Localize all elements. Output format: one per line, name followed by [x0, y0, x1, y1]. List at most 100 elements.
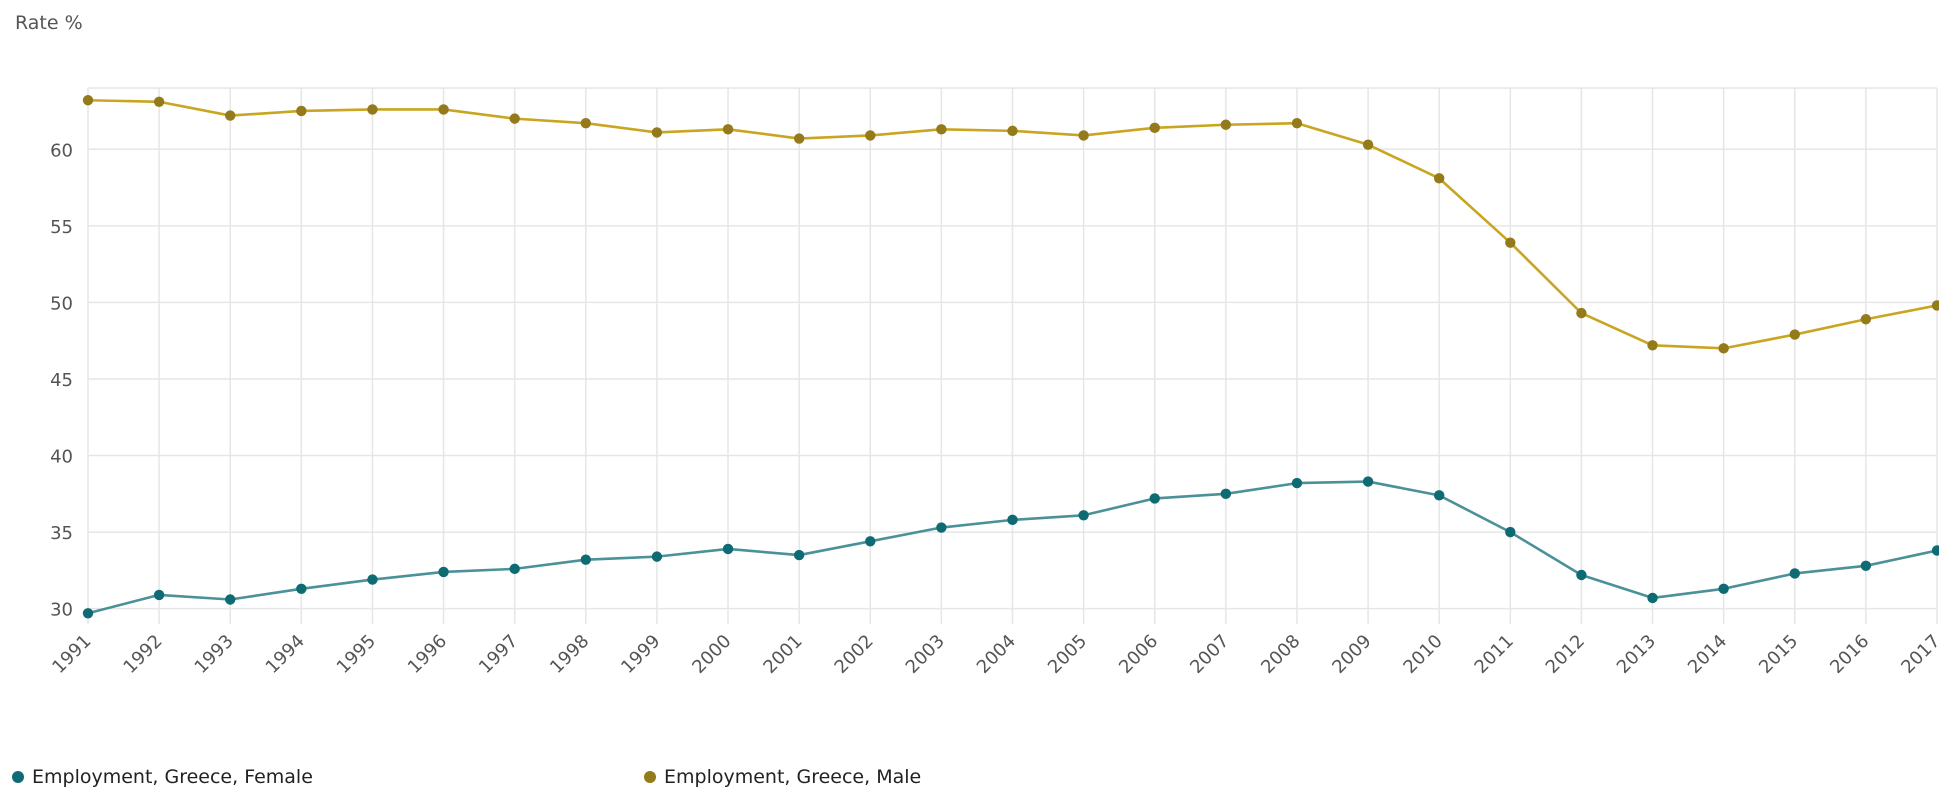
data-point	[367, 104, 378, 115]
x-tick-label: 2017	[1897, 631, 1939, 678]
data-point	[651, 127, 663, 138]
data-point	[580, 554, 592, 565]
x-tick-label: 1993	[191, 631, 238, 678]
data-point	[1007, 514, 1018, 526]
data-point	[793, 133, 805, 144]
x-tick-label: 2012	[1542, 631, 1589, 678]
data-point	[1789, 329, 1800, 340]
data-point	[1647, 592, 1658, 604]
data-point	[1789, 568, 1800, 579]
data-point	[793, 549, 805, 561]
x-tick-label: 2000	[688, 631, 735, 678]
x-tick-label: 1991	[48, 631, 95, 678]
data-point	[1291, 477, 1303, 489]
data-point	[1220, 488, 1232, 500]
legend-marker-female	[12, 771, 24, 783]
data-point	[651, 551, 663, 562]
data-point	[1362, 139, 1374, 150]
x-tick-label: 2011	[1471, 631, 1518, 678]
data-point	[1505, 526, 1516, 538]
y-tick-label: 35	[50, 523, 73, 544]
x-tick-label: 1997	[475, 631, 522, 678]
x-tick-label: 2005	[1044, 631, 1091, 678]
x-tick-label: 1999	[617, 631, 664, 678]
x-tick-label: 2015	[1755, 631, 1802, 678]
x-tick-label: 2004	[973, 631, 1020, 678]
y-tick-label: 40	[50, 447, 73, 468]
data-point	[1362, 476, 1374, 487]
data-point	[865, 536, 876, 547]
data-point	[225, 594, 236, 605]
data-point	[936, 522, 947, 533]
data-point	[296, 583, 307, 594]
y-tick-label: 50	[50, 293, 73, 314]
data-point	[82, 608, 94, 619]
data-point	[1433, 173, 1445, 184]
y-tick-label: 55	[50, 217, 73, 238]
data-point	[1078, 130, 1089, 141]
data-point	[722, 543, 734, 555]
data-point	[1149, 493, 1160, 504]
y-tick-label: 30	[50, 600, 73, 621]
x-tick-label: 2007	[1186, 631, 1233, 678]
series-male	[82, 95, 1939, 354]
data-point	[296, 105, 307, 117]
data-point	[1718, 343, 1729, 354]
data-point	[1576, 307, 1587, 319]
x-tick-label: 2003	[902, 631, 949, 678]
data-point	[1078, 510, 1089, 521]
x-tick-label: 2016	[1826, 631, 1873, 678]
data-point	[1291, 118, 1303, 129]
x-tick-label: 2008	[1257, 631, 1304, 678]
data-point	[438, 104, 449, 115]
x-tick-label: 2009	[1328, 631, 1375, 678]
y-tick-label: 45	[50, 370, 73, 391]
data-point	[1505, 237, 1516, 248]
y-axis-title: Rate %	[15, 12, 83, 34]
data-point	[1576, 569, 1587, 581]
data-point	[438, 566, 449, 578]
data-point	[1647, 340, 1658, 351]
data-point	[1931, 300, 1939, 311]
gridlines	[87, 87, 1938, 624]
data-point	[1931, 545, 1939, 556]
data-point	[1007, 125, 1018, 137]
data-point	[936, 124, 947, 135]
data-point	[865, 130, 876, 141]
x-tick-label: 2014	[1684, 631, 1731, 678]
data-point	[722, 124, 734, 135]
data-point	[509, 113, 520, 124]
data-point	[1860, 560, 1872, 572]
x-tick-label: 2013	[1613, 631, 1660, 678]
legend-item-female[interactable]: Employment, Greece, Female	[12, 766, 644, 788]
data-point	[1433, 490, 1445, 501]
x-tick-label: 1996	[404, 631, 451, 678]
legend-label-male: Employment, Greece, Male	[664, 766, 922, 788]
y-tick-label: 60	[50, 140, 73, 161]
data-point	[1860, 314, 1872, 325]
legend: Employment, Greece, Female Employment, G…	[12, 766, 1276, 788]
x-tick-label: 1992	[119, 631, 166, 678]
series-female	[82, 476, 1939, 619]
data-point	[1718, 583, 1729, 594]
x-tick-label: 2010	[1399, 631, 1446, 678]
data-point	[367, 574, 378, 585]
x-tick-label: 2002	[831, 631, 878, 678]
legend-label-female: Employment, Greece, Female	[32, 766, 313, 788]
data-point	[153, 589, 165, 601]
x-tick-label: 1994	[262, 631, 309, 678]
data-point	[82, 95, 94, 106]
data-point	[153, 96, 165, 107]
data-point	[1220, 119, 1232, 130]
x-tick-label: 2006	[1115, 631, 1162, 678]
data-point	[1149, 122, 1160, 134]
data-point	[509, 563, 520, 575]
legend-marker-male	[644, 771, 656, 783]
legend-item-male[interactable]: Employment, Greece, Male	[644, 766, 1276, 788]
data-point	[225, 110, 236, 121]
x-tick-label: 1995	[333, 631, 380, 678]
data-point	[580, 118, 592, 129]
x-tick-label: 1998	[546, 631, 593, 678]
